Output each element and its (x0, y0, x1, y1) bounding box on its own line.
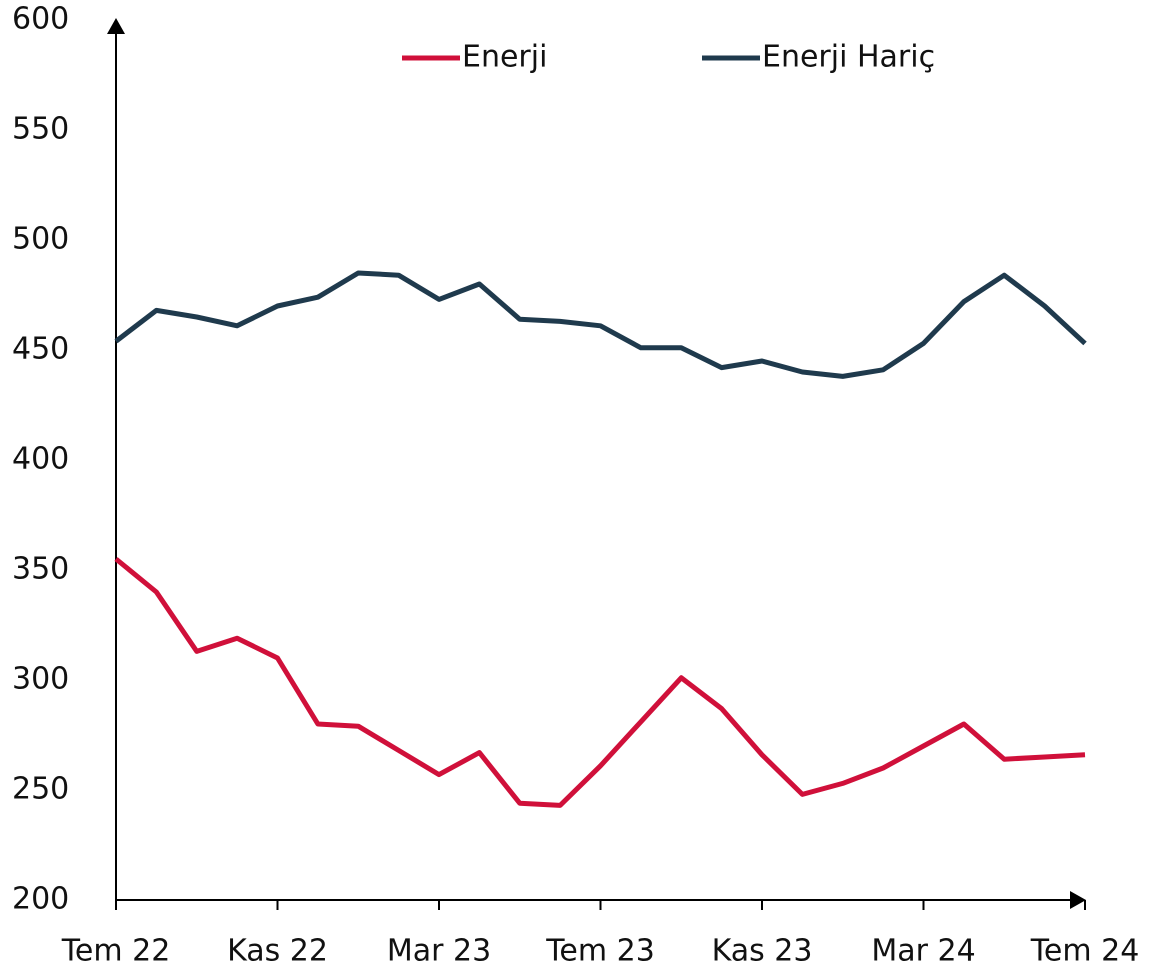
series-line (114, 270, 1087, 379)
y-tick-label: 600 (12, 2, 69, 37)
x-tick-label: Tem 23 (545, 934, 655, 969)
x-tick-label: Mar 24 (871, 934, 975, 969)
y-tick-label: 200 (12, 882, 69, 917)
legend-label: Enerji Hariç (762, 40, 935, 75)
y-tick-label: 450 (12, 332, 69, 367)
x-tick-label: Kas 22 (227, 934, 328, 969)
y-tick-label: 250 (12, 772, 69, 807)
x-tick-label: Tem 24 (1030, 934, 1140, 969)
y-tick-label: 550 (12, 112, 69, 147)
x-tick-label: Tem 22 (61, 934, 171, 969)
legend-label: Enerji (462, 40, 547, 75)
y-tick-label: 400 (12, 442, 69, 477)
y-tick-label: 350 (12, 552, 69, 587)
y-tick-label: 300 (12, 662, 69, 697)
series-line (114, 557, 1086, 808)
x-tick-label: Mar 23 (387, 934, 491, 969)
y-tick-label: 500 (12, 222, 69, 257)
x-axis-arrow (1070, 891, 1086, 909)
x-tick-label: Kas 23 (712, 934, 813, 969)
y-axis-arrow (107, 18, 125, 34)
